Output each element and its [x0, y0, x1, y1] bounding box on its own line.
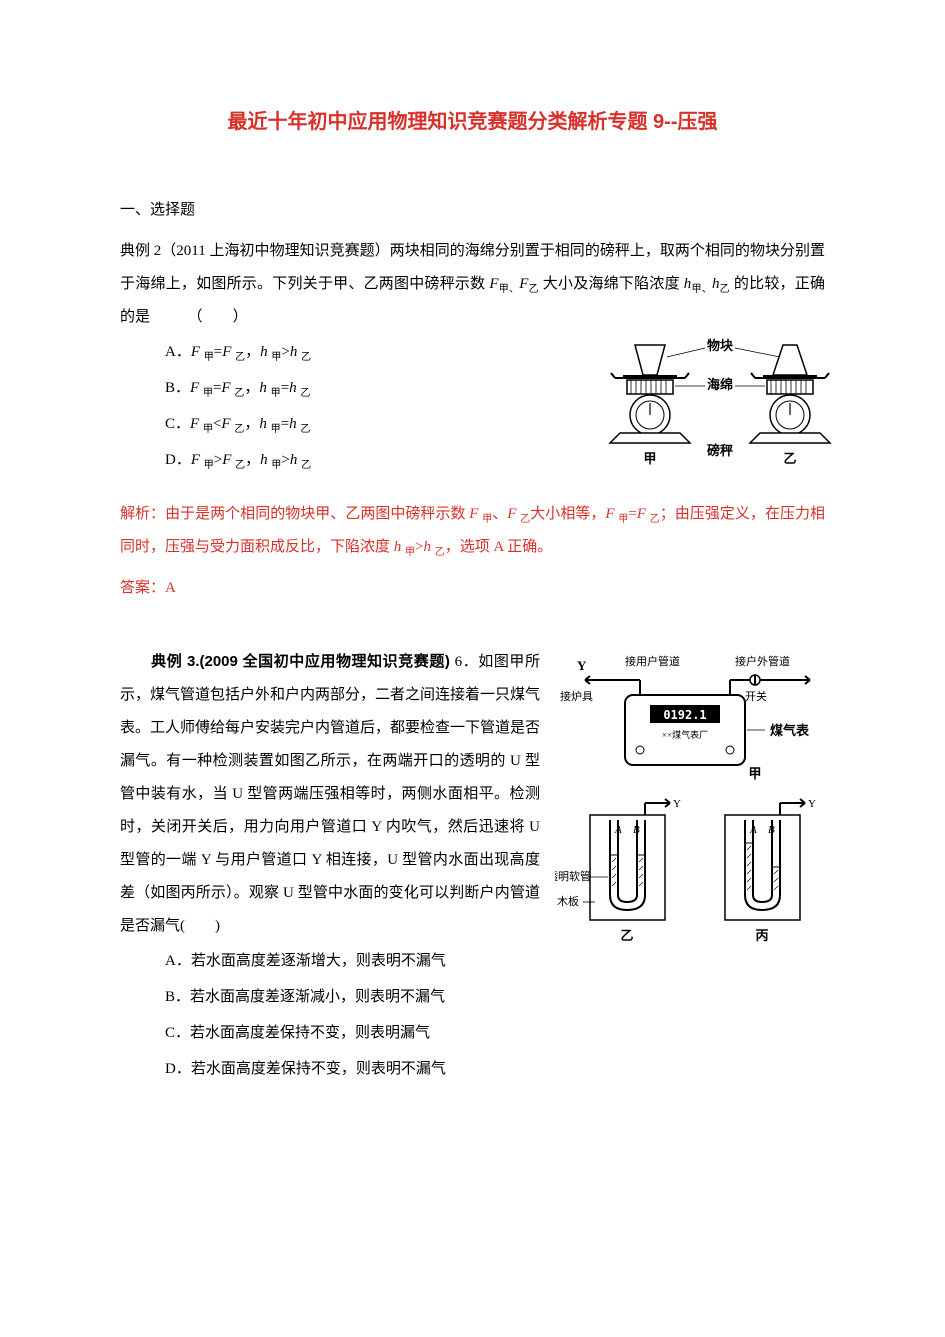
fig1-label-jia: 甲	[643, 451, 656, 466]
fig2-to-outdoor: 接户外管道	[735, 654, 790, 668]
var-f-jia: F	[489, 276, 498, 292]
fig2-yi-label: 乙	[620, 928, 633, 943]
fig2-to-user: 接用户管道	[625, 654, 680, 668]
var-h-jia-sub: 甲、	[691, 284, 712, 295]
fig2-meter-label: 煤气表	[770, 723, 810, 738]
p2-number: 6．	[455, 654, 479, 670]
paren-close: ）	[233, 309, 248, 325]
fig2-board: 木板	[557, 894, 579, 908]
fig2-display: 0192.1	[663, 708, 706, 722]
fig2-y-bing: Y	[808, 798, 816, 810]
fig2-factory: ××煤气表厂	[662, 729, 708, 740]
fig2-y-left: Y	[577, 658, 587, 673]
problem-2-options: A．若水面高度差逐渐增大，则表明不漏气 B．若水面高度差逐渐减小，则表明不漏气 …	[120, 943, 825, 1087]
problem-1-text: 典例 2（2011 上海初中物理知识竞赛题）两块相同的海绵分别置于相同的磅秤上，…	[120, 235, 825, 334]
fig1-label-block: 物块	[707, 338, 734, 353]
var-f-yi: F	[519, 276, 528, 292]
figure-2: Y 接炉具 接用户管道 接户外管道 开关	[555, 650, 825, 960]
fig2-switch: 开关	[745, 689, 767, 703]
fig1-label-sponge: 海绵	[707, 377, 733, 392]
fig2-tube: 透明软管	[555, 869, 591, 883]
fig2-a-yi: A	[614, 824, 622, 836]
section-heading: 一、选择题	[120, 194, 825, 227]
p2-heading: 典例 3.(2009 全国初中应用物理知识竞赛题)	[151, 653, 455, 670]
var-f-jia-sub: 甲、	[499, 284, 520, 295]
problem-1: 典例 2（2011 上海初中物理知识竞赛题）两块相同的海绵分别置于相同的磅秤上，…	[120, 235, 825, 605]
fig2-jia: 甲	[748, 766, 761, 781]
p2-option-c: C．若水面高度差保持不变，则表明漏气	[165, 1015, 825, 1051]
fig1-label-yi: 乙	[783, 451, 796, 466]
p2-body: 如图甲所示，煤气管道包括户外和户内两部分，二者之间连接着一只煤气表。工人师傅给每…	[120, 654, 540, 934]
problem-1-answer: 答案：A	[120, 572, 825, 605]
problem-1-analysis: 解析：由于是两个相同的物块甲、乙两图中磅秤示数 F 甲、F 乙大小相等，F 甲=…	[120, 498, 825, 564]
var-f-yi-sub: 乙	[528, 284, 538, 295]
figure-1: 甲	[585, 335, 845, 485]
fig2-a-bing: A	[749, 824, 757, 836]
paren-open: （	[195, 309, 203, 325]
fig2-bing-label: 丙	[755, 928, 768, 943]
fig2-to-stove: 接炉具	[560, 690, 593, 703]
problem-2: Y 接炉具 接用户管道 接户外管道 开关	[120, 645, 825, 1087]
fig2-b-yi: B	[633, 824, 640, 836]
fig2-b-bing: B	[768, 824, 775, 836]
p2-paren-close: )	[215, 918, 220, 934]
p1-intro-2: 大小及海绵下陷浓度	[539, 276, 684, 292]
p2-option-b: B．若水面高度差逐渐减小，则表明不漏气	[165, 979, 825, 1015]
fig1-label-scale: 磅秤	[707, 443, 733, 458]
page-title: 最近十年初中应用物理知识竞赛题分类解析专题 9--压强	[120, 100, 825, 144]
fig2-y-yi: Y	[673, 798, 681, 810]
var-h-yi-sub: 乙	[719, 284, 729, 295]
p2-option-d: D．若水面高度差保持不变，则表明不漏气	[165, 1051, 825, 1087]
